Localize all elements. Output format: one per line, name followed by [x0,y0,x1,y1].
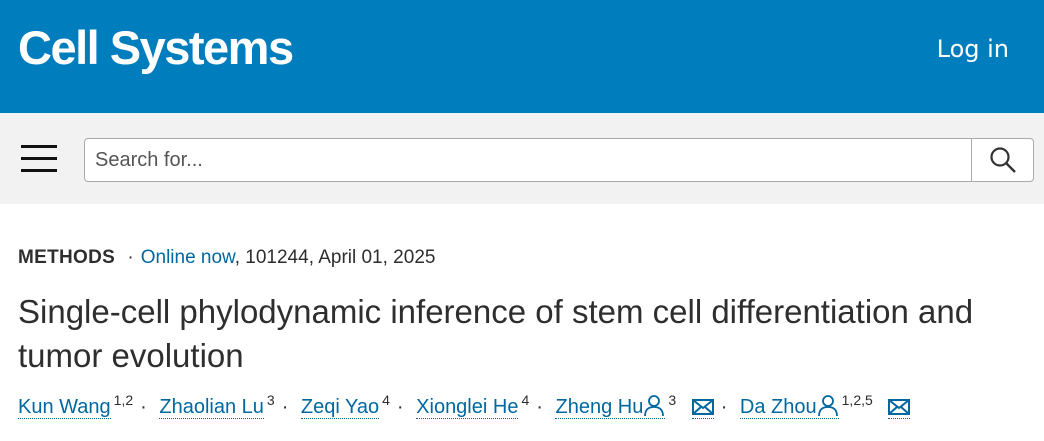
journal-logo[interactable]: Cell Systems [18,21,294,74]
login-link[interactable]: Log in [936,35,1009,63]
article-meta: METHODS · Online now, 101244, April 01, 2… [18,247,436,268]
envelope-icon [888,399,911,415]
online-now-link[interactable]: Online now [140,247,235,268]
envelope-icon [691,399,714,415]
author-link[interactable]: Zeqi Yao [300,396,380,419]
hamburger-menu-icon[interactable] [21,145,57,181]
author-link[interactable]: Kun Wang [18,396,111,419]
site-header: Cell Systems Log in [0,0,1044,113]
article-title: Single-cell phylodynamic inference of st… [18,293,974,374]
search-bar [0,113,1044,204]
author-link[interactable]: Zheng Hu [555,395,666,419]
article-type: METHODS [18,247,116,268]
email-link[interactable] [691,396,714,419]
article-details: , 101244, April 01, 2025 [234,247,436,268]
author-link[interactable]: Xionglei He [416,396,519,419]
search-input[interactable] [85,139,971,181]
search-icon [989,147,1016,173]
person-icon [817,395,838,416]
email-link[interactable] [888,396,911,419]
search-button[interactable] [971,139,1033,181]
person-icon [644,395,665,416]
author-list: Kun Wang 1,2 · Zhaolian Lu 3 · Zeqi Yao 4 · Xi… [18,392,911,419]
search-box [84,138,1034,182]
author-link[interactable]: Da Zhou [739,395,839,419]
author-link[interactable]: Zhaolian Lu [159,396,264,419]
